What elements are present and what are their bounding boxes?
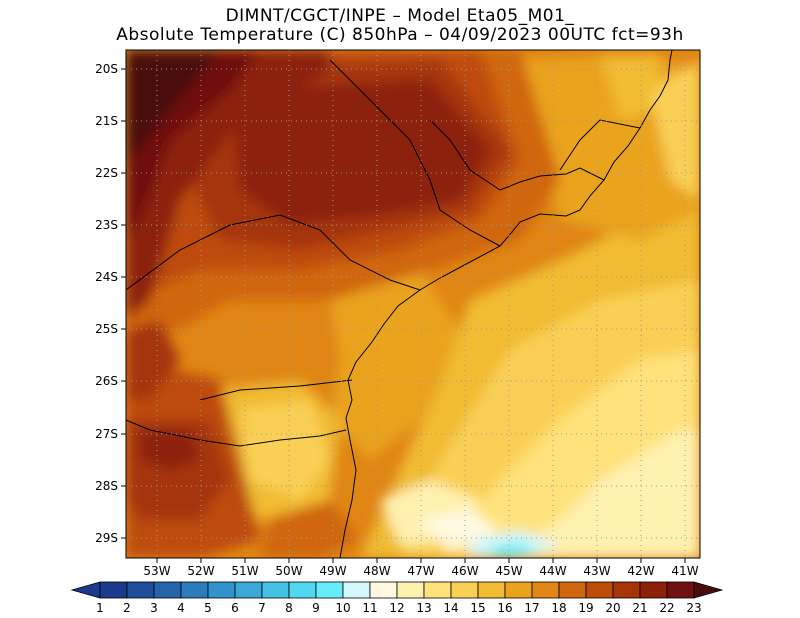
colorbar-label: 8 (285, 601, 293, 615)
colorbar-swatch (666, 581, 695, 599)
colorbar-swatch (126, 581, 155, 599)
longitude-ticks: 53W 52W 51W 50W 49W 48W 47W 46W 45W 44W 43W 42W 41W (143, 558, 699, 578)
colorbar-swatch (288, 581, 317, 599)
colorbar-label: 10 (335, 601, 350, 615)
title-line-1: DIMNT/CGCT/INPE – Model Eta05_M01_ (225, 6, 575, 26)
colorbar-label: 17 (524, 601, 539, 615)
colorbar-label: 4 (177, 601, 185, 615)
colorbar-label: 14 (443, 601, 458, 615)
latitude-ticks: 20S 21S 22S 23S 24S 25S 26S 27S 28S 29S (95, 62, 126, 545)
colorbar-arrow-high (693, 581, 724, 599)
colorbar-swatch (477, 581, 506, 599)
colorbar-swatch (261, 581, 290, 599)
lon-tick-label: 44W (539, 564, 566, 578)
colorbar-swatch (558, 581, 587, 599)
lat-tick-label: 26S (95, 374, 118, 388)
colorbar-swatch (207, 581, 236, 599)
colorbar-label: 18 (551, 601, 566, 615)
lat-tick-label: 20S (95, 62, 118, 76)
lon-tick-label: 53W (143, 564, 170, 578)
colorbar-swatch (423, 581, 452, 599)
lat-tick-label: 27S (95, 427, 118, 441)
colorbar-swatch (504, 581, 533, 599)
lon-tick-label: 46W (451, 564, 478, 578)
colorbar-label: 19 (578, 601, 593, 615)
colorbar-label: 11 (362, 601, 377, 615)
colorbar-label: 12 (389, 601, 404, 615)
colorbar-swatch (342, 581, 371, 599)
colorbar-label: 5 (204, 601, 212, 615)
colorbar: 1 2 3 4 5 6 7 8 9 10 11 12 13 14 15 16 17 18 19 20 21 22 23 (70, 581, 724, 615)
colorbar-label: 13 (416, 601, 431, 615)
colorbar-label: 9 (312, 601, 320, 615)
lon-tick-label: 47W (407, 564, 434, 578)
colorbar-swatch (612, 581, 641, 599)
colorbar-swatch (153, 581, 182, 599)
coastline (126, 50, 673, 558)
colorbar-label: 2 (123, 601, 131, 615)
lon-tick-label: 52W (187, 564, 214, 578)
colorbar-swatch (180, 581, 209, 599)
colorbar-swatch (450, 581, 479, 599)
colorbar-swatch (639, 581, 668, 599)
lat-tick-label: 29S (95, 531, 118, 545)
lon-tick-label: 51W (231, 564, 258, 578)
title-line-2: Absolute Temperature (C) 850hPa – 04/09/… (116, 25, 684, 45)
colorbar-label: 3 (150, 601, 158, 615)
colorbar-swatch (369, 581, 398, 599)
colorbar-label: 1 (96, 601, 104, 615)
lat-tick-label: 21S (95, 114, 118, 128)
temperature-field (126, 50, 700, 558)
colorbar-swatch (531, 581, 560, 599)
colorbar-swatch (99, 581, 128, 599)
colorbar-label: 6 (231, 601, 239, 615)
colorbar-arrow-low (70, 581, 101, 599)
lat-tick-label: 25S (95, 322, 118, 336)
colorbar-label: 7 (258, 601, 266, 615)
lat-tick-label: 24S (95, 270, 118, 284)
lon-tick-label: 49W (319, 564, 346, 578)
lat-tick-label: 23S (95, 218, 118, 232)
lat-tick-label: 22S (95, 166, 118, 180)
lon-tick-label: 50W (275, 564, 302, 578)
colorbar-label: 16 (497, 601, 512, 615)
colorbar-swatch (234, 581, 263, 599)
colorbar-label: 23 (686, 601, 701, 615)
map-frame (125, 49, 701, 559)
lon-tick-label: 45W (495, 564, 522, 578)
colorbar-label: 20 (605, 601, 620, 615)
lat-tick-label: 28S (95, 479, 118, 493)
colorbar-label: 15 (470, 601, 485, 615)
lon-tick-label: 43W (583, 564, 610, 578)
colorbar-swatch (585, 581, 614, 599)
colorbar-label: 22 (659, 601, 674, 615)
colorbar-label: 21 (632, 601, 647, 615)
grid-lines (126, 50, 700, 558)
colorbar-swatch (396, 581, 425, 599)
lon-tick-label: 48W (363, 564, 390, 578)
colorbar-swatch (315, 581, 344, 599)
lon-tick-label: 42W (627, 564, 654, 578)
lon-tick-label: 41W (671, 564, 698, 578)
